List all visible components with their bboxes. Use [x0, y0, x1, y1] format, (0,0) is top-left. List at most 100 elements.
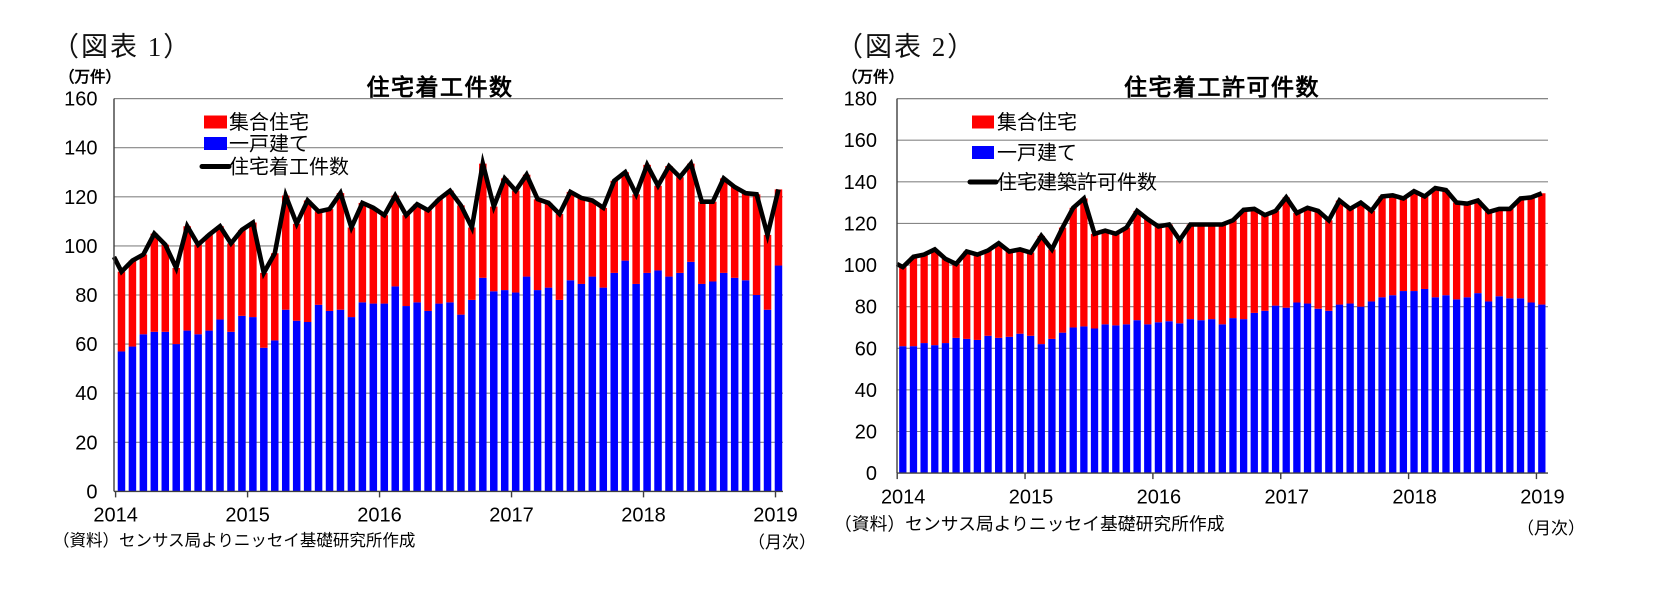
bar-single-family-2015-05	[1069, 327, 1077, 474]
bar-multi-family-2014-04	[931, 249, 939, 346]
bar-single-family-2018-10	[741, 280, 750, 492]
bar-multi-family-2014-05	[161, 244, 170, 332]
bar-multi-family-2016-06	[1208, 224, 1216, 320]
bar-multi-family-2019-01	[774, 189, 783, 266]
bar-single-family-2017-07	[577, 283, 586, 492]
x-label-2015: 2015	[1009, 487, 1054, 509]
bar-single-family-2014-02	[909, 346, 918, 474]
bar-multi-family-2017-11	[621, 172, 629, 261]
bar-multi-family-2018-04	[676, 177, 684, 273]
chart1-source-note: （資料）センサス局よりニッセイ基礎研究所作成	[53, 532, 416, 550]
bar-multi-family-2017-02	[522, 174, 531, 277]
bar-multi-family-2015-02	[1037, 235, 1045, 345]
bar-single-family-2018-09	[730, 277, 739, 492]
x-label-2017: 2017	[489, 505, 534, 527]
bar-multi-family-2014-03	[139, 254, 148, 335]
legend-label-2: 住宅着工件数	[229, 156, 349, 179]
bar-single-family-2015-08	[325, 310, 334, 492]
bar-single-family-2017-02	[1293, 302, 1301, 474]
bar-multi-family-2016-06	[435, 199, 443, 304]
bar-multi-family-2014-10	[216, 226, 224, 320]
bar-multi-family-2016-03	[1176, 240, 1184, 324]
figure1-caption: （図表 1）	[52, 32, 193, 62]
bar-multi-family-2015-07	[1090, 233, 1099, 329]
bar-single-family-2016-08	[457, 314, 465, 492]
bar-multi-family-2018-03	[1431, 188, 1439, 298]
bar-single-family-2015-07	[1090, 328, 1099, 474]
legend-label-1: 一戸建て	[229, 133, 309, 156]
bar-single-family-2016-09	[1239, 319, 1248, 474]
bar-multi-family-2016-02	[391, 195, 399, 287]
bar-single-family-2014-09	[984, 335, 992, 474]
bar-multi-family-2014-07	[183, 226, 191, 331]
bar-single-family-2015-11	[1133, 320, 1141, 474]
total-line	[895, 185, 1543, 270]
bar-multi-family-2018-07	[709, 201, 717, 282]
x-label-2014: 2014	[93, 505, 138, 527]
y-label-160: 160	[64, 89, 97, 111]
y-label-120: 120	[64, 187, 97, 209]
bar-single-family-2016-06	[435, 303, 443, 492]
bar-multi-family-2017-06	[566, 191, 575, 281]
bar-single-family-2016-07	[1218, 324, 1226, 474]
bar-multi-family-2014-05	[941, 258, 950, 344]
bar-multi-family-2018-05	[687, 163, 695, 262]
bar-multi-family-2016-09	[1239, 209, 1248, 320]
bar-multi-family-2014-07	[963, 251, 971, 339]
bar-single-family-2015-02	[1037, 344, 1045, 474]
bar-multi-family-2015-08	[1101, 230, 1109, 325]
bar-single-family-2015-07	[314, 304, 323, 492]
bar-single-family-2015-03	[271, 340, 279, 492]
bar-single-family-2018-04	[676, 272, 684, 492]
y-label-20: 20	[75, 432, 97, 454]
bar-single-family-2015-01	[249, 317, 257, 492]
bar-multi-family-2017-10	[610, 180, 618, 273]
bar-single-family-2014-08	[194, 334, 202, 492]
y-label-140: 140	[64, 138, 97, 160]
bar-multi-family-2018-11	[752, 194, 761, 295]
bar-single-family-2017-07	[1346, 303, 1354, 474]
legend-label-2: 住宅建築許可件数	[997, 171, 1157, 194]
bar-multi-family-2015-11	[1133, 210, 1141, 321]
bar-single-family-2015-12	[1144, 324, 1152, 474]
bar-single-family-2016-02	[1165, 321, 1173, 474]
bar-single-family-2018-01	[643, 272, 651, 492]
y-label-180: 180	[844, 89, 877, 111]
bar-multi-family-2018-12	[1527, 197, 1535, 303]
bar-single-family-2018-05	[1452, 299, 1461, 474]
bar-multi-family-2017-08	[588, 200, 597, 277]
bar-multi-family-2016-11	[490, 206, 498, 292]
y-label-100: 100	[64, 236, 97, 258]
bar-multi-family-2014-02	[128, 260, 137, 347]
chart1-y-axis-units: （万件）	[59, 69, 122, 86]
bar-single-family-2015-01	[1026, 335, 1035, 474]
bar-multi-family-2015-03	[271, 253, 279, 341]
bar-multi-family-2018-10	[1506, 208, 1514, 299]
bar-multi-family-2017-02	[1293, 213, 1301, 303]
bar-single-family-2014-06	[952, 337, 960, 474]
bar-single-family-2016-11	[490, 291, 498, 492]
bar-multi-family-2018-10	[741, 193, 750, 281]
bar-multi-family-2015-03	[1048, 249, 1056, 339]
bar-multi-family-2015-04	[281, 195, 290, 310]
bar-multi-family-2015-09	[1112, 233, 1120, 326]
bar-multi-family-2016-01	[380, 215, 389, 304]
bar-single-family-2015-05	[292, 320, 301, 492]
bar-single-family-2014-12	[1016, 333, 1024, 474]
legend-label-0: 集合住宅	[997, 111, 1077, 134]
x-label-2018: 2018	[1392, 487, 1437, 509]
bar-multi-family-2018-02	[654, 185, 662, 271]
bar-single-family-2014-03	[139, 334, 148, 492]
bar-single-family-2014-07	[183, 330, 191, 492]
x-label-2015: 2015	[225, 505, 270, 527]
bar-single-family-2018-06	[1463, 297, 1471, 474]
chart2-frequency-note: （月次）	[1517, 519, 1585, 538]
bar-multi-family-2018-09	[730, 186, 739, 278]
bar-single-family-2015-02	[260, 347, 268, 492]
bar-single-family-2015-09	[1112, 325, 1120, 474]
bar-single-family-2016-12	[500, 290, 509, 492]
bar-single-family-2017-02	[522, 276, 531, 492]
bar-multi-family-2015-12	[369, 207, 378, 304]
legend-swatch-single-family	[972, 146, 994, 159]
